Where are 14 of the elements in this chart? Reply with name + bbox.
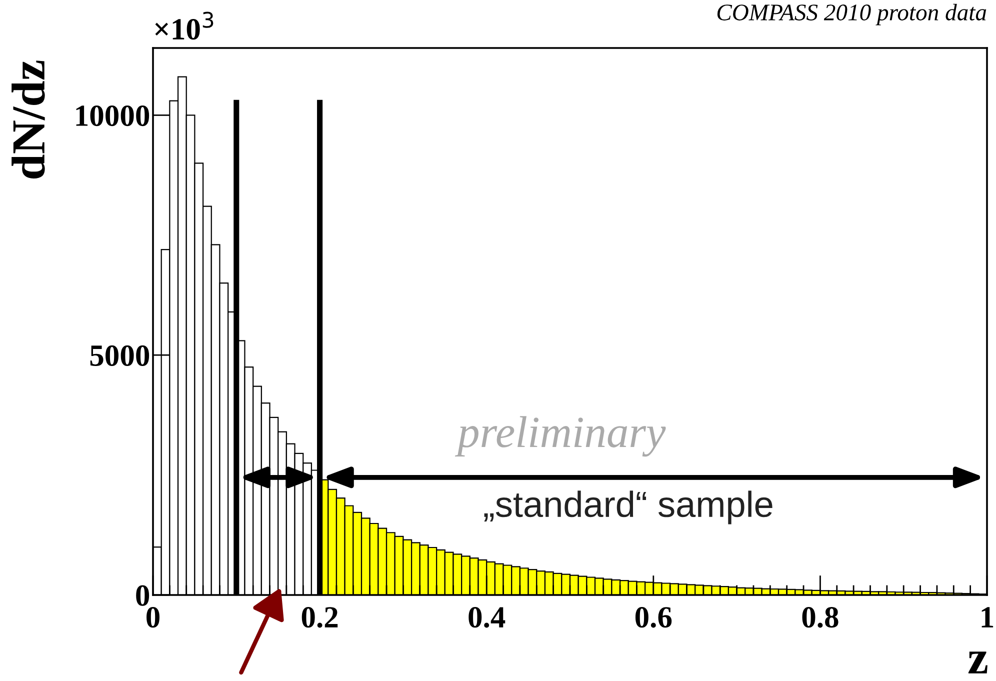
x-tick-label: 0.2: [302, 606, 338, 628]
x-tick-label: 0.8: [802, 606, 838, 628]
x-tick-label: 0.4: [468, 606, 506, 628]
text: ×10$^{3}$: [155, 12, 214, 40]
x-tick-label: 1: [982, 607, 994, 628]
x-axis-title: z: [968, 652, 988, 674]
chart-title: COMPASS 2010 proton data: [717, 4, 986, 26]
y-tick-label: 0: [136, 585, 150, 606]
y-tick-label: 5000: [90, 345, 150, 366]
x-tick-label: 0.6: [635, 606, 672, 628]
y-axis-title: dN/dz: [12, 60, 45, 178]
annotation: „standard“ sample: [484, 490, 772, 524]
annotation: preliminary: [454, 416, 666, 457]
y-tick-label: 10000: [76, 105, 150, 126]
